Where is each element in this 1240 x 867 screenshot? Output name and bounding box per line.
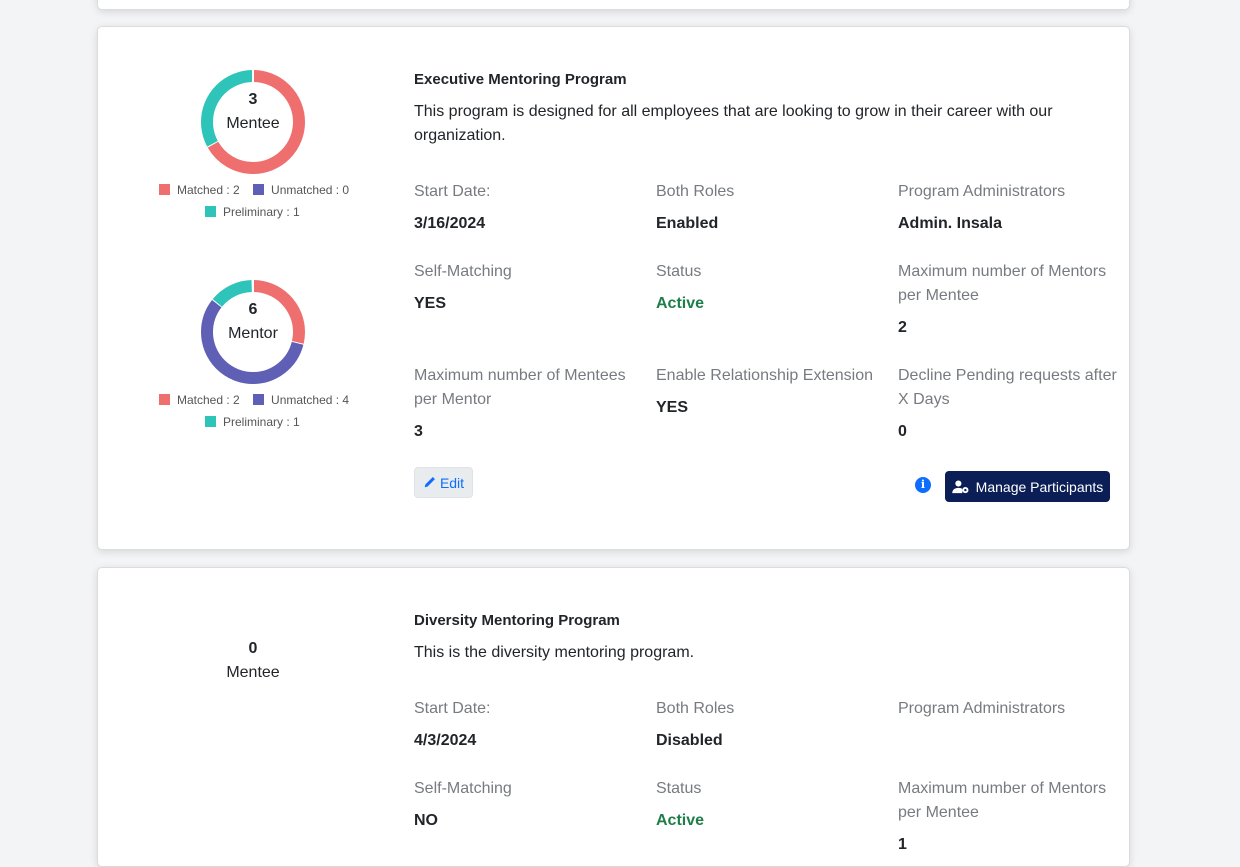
program-description: This is the diversity mentoring program. bbox=[414, 644, 695, 661]
start-date-value: 4/3/2024 bbox=[414, 732, 477, 749]
program-title: Diversity Mentoring Program bbox=[414, 612, 620, 629]
mentee-count: 0 bbox=[248, 640, 258, 657]
program-description: This program is designed for all employe… bbox=[414, 103, 1053, 144]
extension-value: YES bbox=[656, 399, 689, 416]
admins-value: Admin. Insala bbox=[898, 215, 1003, 232]
status-value: Active bbox=[656, 812, 705, 829]
self-matching-value: YES bbox=[414, 295, 447, 312]
mentee-donut-chart bbox=[201, 70, 305, 174]
both-roles-value: Enabled bbox=[656, 215, 719, 232]
max-mentors-value: 2 bbox=[898, 319, 907, 336]
admins-label: Program Administrators bbox=[898, 183, 1066, 200]
edit-button[interactable]: Edit bbox=[414, 467, 473, 498]
both-roles-label: Both Roles bbox=[656, 183, 735, 200]
mentor-legend: Matched : 2 Unmatched : 4 bbox=[159, 393, 359, 407]
mentee-count: 3 bbox=[248, 91, 258, 108]
status-value: Active bbox=[656, 295, 705, 312]
max-mentees-label: Maximum number of Mentees per Mentor bbox=[414, 367, 626, 408]
start-date-label: Start Date: bbox=[414, 700, 491, 717]
user-gear-icon bbox=[951, 479, 969, 493]
start-date-label: Start Date: bbox=[414, 183, 491, 200]
status-label: Status bbox=[656, 780, 702, 797]
mentee-legend: Matched : 2 Unmatched : 0 bbox=[159, 183, 359, 197]
decline-label: Decline Pending requests after X Days bbox=[898, 367, 1117, 408]
self-matching-label: Self-Matching bbox=[414, 263, 512, 280]
mentee-role-label: Mentee bbox=[226, 664, 280, 681]
mentor-role-label: Mentor bbox=[228, 325, 278, 342]
mentee-role-label: Mentee bbox=[226, 115, 280, 132]
max-mentors-value: 1 bbox=[898, 836, 907, 853]
mentor-count: 6 bbox=[248, 301, 258, 318]
edit-button-label: Edit bbox=[439, 474, 465, 491]
legend-matched: Matched : 2 bbox=[159, 393, 240, 407]
max-mentors-label: Maximum number of Mentors per Mentee bbox=[898, 263, 1107, 304]
manage-participants-button[interactable]: Manage Participants bbox=[945, 471, 1110, 502]
mentor-unmatched-arc bbox=[201, 280, 305, 384]
status-label: Status bbox=[656, 263, 702, 280]
info-icon[interactable]: i bbox=[915, 477, 931, 493]
legend-preliminary: Preliminary : 1 bbox=[205, 415, 300, 429]
legend-matched: Matched : 2 bbox=[159, 183, 240, 197]
admins-label: Program Administrators bbox=[898, 700, 1066, 717]
start-date-value: 3/16/2024 bbox=[414, 215, 486, 232]
mentor-legend-row2: Preliminary : 1 bbox=[205, 415, 310, 429]
decline-value: 0 bbox=[898, 423, 907, 440]
extension-label: Enable Relationship Extension bbox=[656, 367, 874, 384]
legend-unmatched: Unmatched : 0 bbox=[253, 183, 349, 197]
mentee-legend-row2: Preliminary : 1 bbox=[205, 205, 310, 219]
both-roles-value: Disabled bbox=[656, 732, 723, 749]
both-roles-label: Both Roles bbox=[656, 700, 735, 717]
program-title: Executive Mentoring Program bbox=[414, 71, 627, 88]
manage-participants-label: Manage Participants bbox=[975, 478, 1104, 495]
legend-preliminary: Preliminary : 1 bbox=[205, 205, 300, 219]
max-mentors-label: Maximum number of Mentors per Mentee bbox=[898, 780, 1107, 821]
max-mentees-value: 3 bbox=[414, 423, 423, 440]
program-card-executive: 3 Mentee Matched : 2 Unmatched : 0 Preli… bbox=[97, 26, 1130, 550]
program-card-diversity: 0 Mentee Diversity Mentoring Program Thi… bbox=[97, 567, 1130, 867]
mentor-donut-chart bbox=[201, 280, 305, 384]
pencil-icon bbox=[424, 477, 435, 488]
self-matching-value: NO bbox=[414, 812, 438, 829]
self-matching-label: Self-Matching bbox=[414, 780, 512, 797]
mentee-preliminary-arc bbox=[201, 70, 305, 174]
program-card-previous bbox=[97, 0, 1130, 10]
legend-unmatched: Unmatched : 4 bbox=[253, 393, 349, 407]
